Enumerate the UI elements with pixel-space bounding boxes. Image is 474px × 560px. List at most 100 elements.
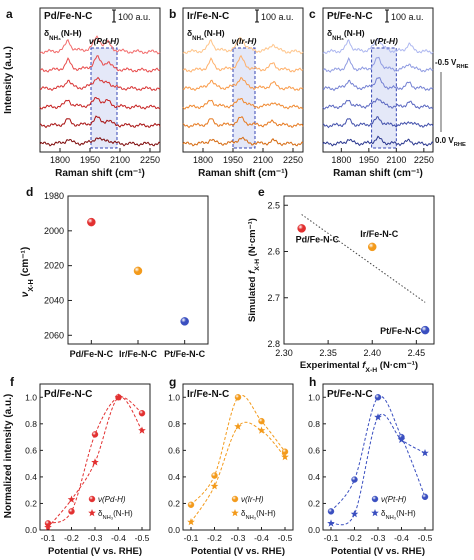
band-label: ν(Ir-H) <box>231 36 256 46</box>
panel-letter: a <box>6 7 13 21</box>
x-tick-label: 2100 <box>110 155 130 165</box>
data-point <box>374 394 382 401</box>
point-label: Pd/Fe-N-C <box>296 234 340 244</box>
legend-marker-star <box>371 509 379 517</box>
peak-label: δNH₃(N-H) <box>187 28 225 42</box>
panel-letter: g <box>169 375 176 389</box>
x-tick-label: -0.1 <box>41 533 56 543</box>
text-part: X-H <box>254 259 261 271</box>
panel-d: 1980 2000 2020 2040 2060 Pd/Fe-N-C Ir/Fe-N-C Pt… <box>20 185 209 359</box>
data-point-star <box>210 482 219 490</box>
text-part: NH₃ <box>385 515 396 521</box>
text-part: (N·cm⁻¹) <box>247 218 258 259</box>
data-point <box>420 325 430 335</box>
x-tick-label: -0.5 <box>418 533 433 543</box>
x-tick-label: 1800 <box>331 155 351 165</box>
data-point <box>327 508 335 515</box>
x-tick-label: Pd/Fe-N-C <box>70 349 114 359</box>
plot-frame <box>322 7 434 153</box>
y-tick-label: 0.6 <box>25 445 37 455</box>
legend-marker-star <box>231 509 239 517</box>
x-tick-label: 2.35 <box>319 348 337 358</box>
y-tick-label: 1980 <box>44 191 64 201</box>
legend-label: δNH₃(N-H) <box>98 509 133 521</box>
text-part: Experimental <box>300 360 362 371</box>
data-point <box>421 493 429 501</box>
data-point <box>351 476 358 483</box>
spectrum-trace <box>323 56 434 73</box>
x-tick-label: -0.5 <box>278 533 293 543</box>
data-point-star <box>114 393 123 401</box>
panel-title: Ir/Fe-N-C <box>187 389 229 400</box>
legend-marker <box>371 495 379 503</box>
y-tick-label: 2.5 <box>267 200 280 210</box>
spectrum-trace <box>322 97 434 110</box>
plot-frame <box>182 7 304 153</box>
x-tick-label: 1950 <box>223 155 243 165</box>
fit-curve <box>190 421 286 523</box>
y-tick-label: 0.8 <box>25 419 37 429</box>
x-axis-label: Raman shift (cm⁻¹) <box>198 168 288 179</box>
text-part: δ <box>241 509 246 518</box>
spectrum-trace <box>183 54 304 73</box>
text-part: (N-H) <box>256 509 276 518</box>
data-point <box>68 508 75 515</box>
potential-label-bottom: 0.0 VRHE <box>435 136 466 148</box>
y-tick-label: 0.2 <box>25 498 37 508</box>
highlight-band <box>232 47 256 149</box>
panel-title: Pt/Fe-N-C <box>327 11 373 22</box>
text-part: (N-H) <box>61 28 82 38</box>
spectrum-trace <box>39 35 161 55</box>
spectrum-trace <box>182 76 304 92</box>
y-tick-label: 0.0 <box>168 525 180 535</box>
data-point <box>87 217 96 227</box>
spectrum-trace <box>182 36 304 55</box>
x-tick-label: -0.4 <box>254 533 269 543</box>
data-point <box>180 317 189 326</box>
x-tick-label: -0.3 <box>88 533 103 543</box>
data-point-star <box>281 453 289 461</box>
x-tick-label: -0.1 <box>324 533 339 543</box>
text-part: NH₃ <box>245 515 256 521</box>
y-axis-label: Normalized intensity (a.u.) <box>3 394 14 518</box>
data-point-star <box>421 449 429 457</box>
plot-frame <box>182 383 294 531</box>
spectrum-trace <box>39 137 161 147</box>
trend-line <box>301 214 426 303</box>
y-tick-label: 2000 <box>44 226 64 236</box>
legend-label: δNH₃(N-H) <box>241 509 276 521</box>
potential-label-top: -0.5 VRHE <box>435 58 469 70</box>
spectrum-trace <box>39 96 161 110</box>
spectrum-trace <box>39 115 161 129</box>
highlight-band <box>371 47 397 149</box>
legend-label: ν(Ir-H) <box>241 495 264 504</box>
data-point-star <box>138 426 146 434</box>
y-tick-label: 2.6 <box>267 247 280 257</box>
raman-panel-b: 1800 1950 2100 2250 Raman shift (cm⁻¹) b Ir/Fe… <box>169 7 304 179</box>
data-point-star <box>397 435 406 443</box>
x-tick-label: -0.2 <box>64 533 79 543</box>
x-tick-label: -0.3 <box>371 533 386 543</box>
x-axis-label: Experimental fX-H (N·cm⁻¹) <box>300 360 418 374</box>
x-tick-label: 1800 <box>50 155 70 165</box>
y-axis-label: Simulated fX-H (N·cm⁻¹) <box>247 218 261 322</box>
raman-panel-c: 1800 1950 2100 2250 Raman shift (cm⁻¹) c Pt/Fe… <box>309 7 434 179</box>
x-tick-label: -0.5 <box>135 533 150 543</box>
panel-title: Ir/Fe-N-C <box>187 11 229 22</box>
x-axis-label: Raman shift (cm⁻¹) <box>55 168 145 179</box>
scale-bar-label: 100 a.u. <box>261 12 294 22</box>
data-point <box>234 394 242 401</box>
y-axis-label: Intensity (a.u.) <box>3 46 14 114</box>
y-tick-label: 0.4 <box>168 472 180 482</box>
x-tick-label: Pt/Fe-N-C <box>164 349 205 359</box>
panel-letter: c <box>309 7 316 21</box>
legend-marker-star <box>88 509 96 517</box>
x-tick-label: 2.30 <box>275 348 293 358</box>
y-tick-label: 0.0 <box>25 525 37 535</box>
data-point-star <box>327 519 335 527</box>
x-tick-label: -0.4 <box>111 533 126 543</box>
data-point <box>91 431 99 438</box>
y-tick-label: 0.8 <box>168 419 180 429</box>
x-tick-label: -0.2 <box>347 533 362 543</box>
